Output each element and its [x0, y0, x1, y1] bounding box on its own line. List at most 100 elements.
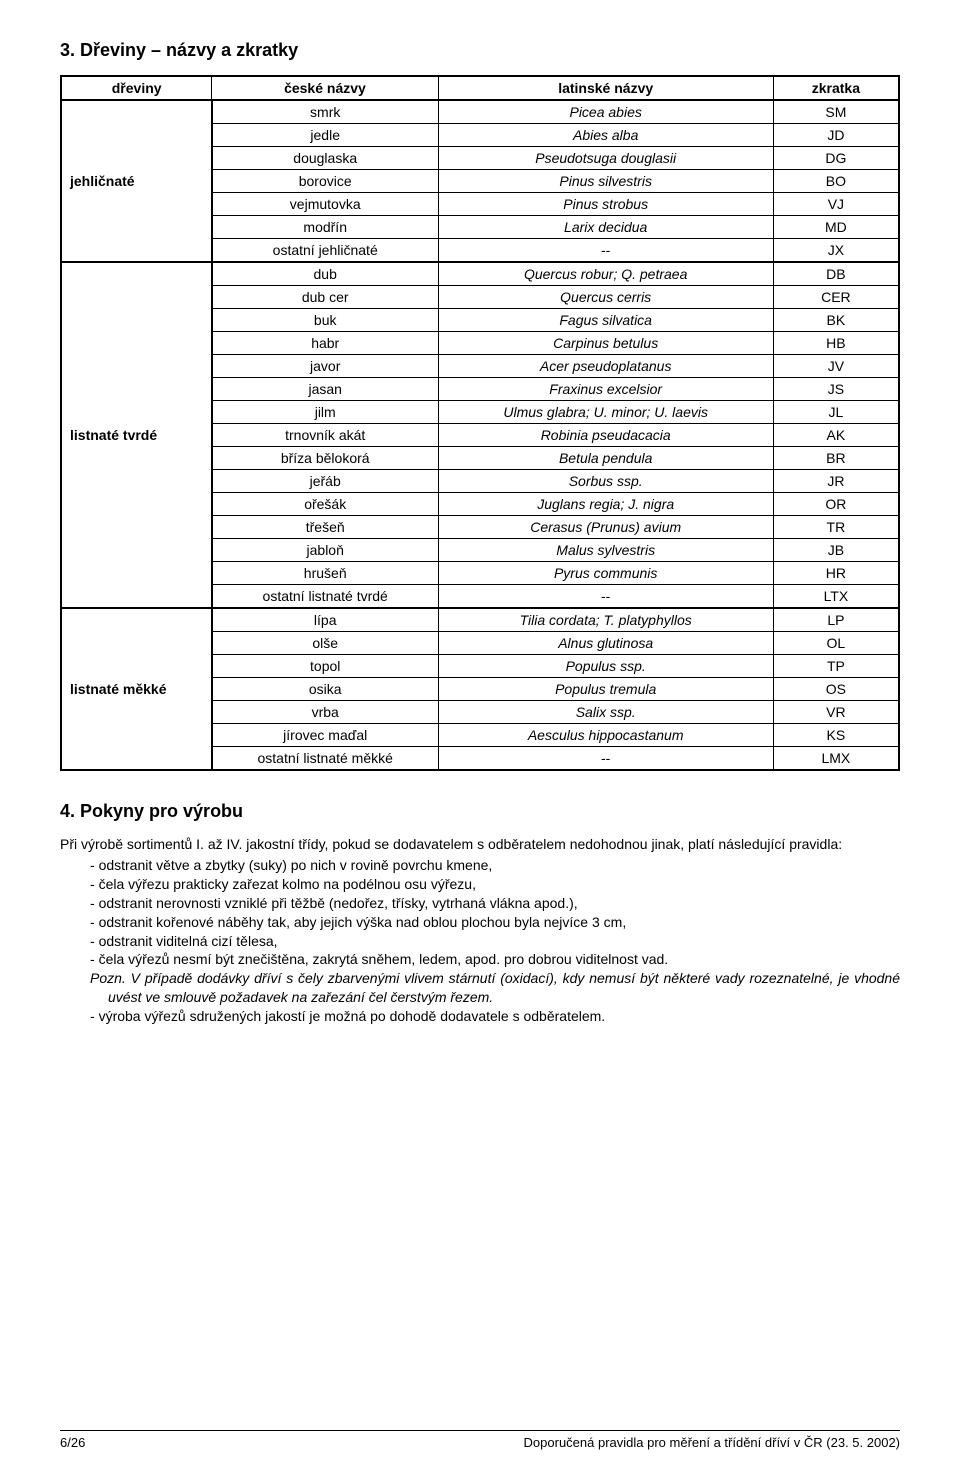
- czech-name-cell: třešeň: [212, 516, 438, 539]
- abbr-cell: OR: [773, 493, 899, 516]
- abbr-cell: DG: [773, 147, 899, 170]
- abbr-cell: JX: [773, 239, 899, 263]
- note-text: V případě dodávky dříví s čely zbarveným…: [108, 970, 900, 1005]
- instruction-item: čela výřezu prakticky zařezat kolmo na p…: [90, 875, 900, 894]
- abbr-cell: DB: [773, 262, 899, 286]
- czech-name-cell: buk: [212, 309, 438, 332]
- czech-name-cell: douglaska: [212, 147, 438, 170]
- abbr-cell: JB: [773, 539, 899, 562]
- group-name-cell: listnaté tvrdé: [61, 262, 212, 608]
- abbr-cell: OS: [773, 678, 899, 701]
- czech-name-cell: trnovník akát: [212, 424, 438, 447]
- czech-name-cell: jasan: [212, 378, 438, 401]
- czech-name-cell: vrba: [212, 701, 438, 724]
- czech-name-cell: jeřáb: [212, 470, 438, 493]
- latin-name-cell: --: [438, 239, 773, 263]
- instruction-item: odstranit kořenové náběhy tak, aby jejic…: [90, 913, 900, 932]
- abbr-cell: BO: [773, 170, 899, 193]
- col-dreviny: dřeviny: [61, 76, 212, 100]
- latin-name-cell: Pinus strobus: [438, 193, 773, 216]
- latin-name-cell: Quercus cerris: [438, 286, 773, 309]
- abbr-cell: OL: [773, 632, 899, 655]
- czech-name-cell: jedle: [212, 124, 438, 147]
- latin-name-cell: --: [438, 585, 773, 609]
- abbr-cell: BK: [773, 309, 899, 332]
- czech-name-cell: ořešák: [212, 493, 438, 516]
- table-row: jehličnatésmrkPicea abiesSM: [61, 100, 899, 124]
- czech-name-cell: bříza bělokorá: [212, 447, 438, 470]
- section4-heading: 4. Pokyny pro výrobu: [60, 801, 900, 822]
- latin-name-cell: Betula pendula: [438, 447, 773, 470]
- abbr-cell: BR: [773, 447, 899, 470]
- latin-name-cell: Fraxinus excelsior: [438, 378, 773, 401]
- abbr-cell: JV: [773, 355, 899, 378]
- latin-name-cell: Alnus glutinosa: [438, 632, 773, 655]
- czech-name-cell: lípa: [212, 608, 438, 632]
- latin-name-cell: Acer pseudoplatanus: [438, 355, 773, 378]
- latin-name-cell: Tilia cordata; T. platyphyllos: [438, 608, 773, 632]
- footer-document-title: Doporučená pravidla pro měření a třídění…: [524, 1435, 900, 1450]
- czech-name-cell: borovice: [212, 170, 438, 193]
- instruction-text: čela výřezů nesmí být znečištěna, zakryt…: [99, 951, 669, 967]
- table-row: listnaté tvrdédubQuercus robur; Q. petra…: [61, 262, 899, 286]
- latin-name-cell: Pyrus communis: [438, 562, 773, 585]
- czech-name-cell: smrk: [212, 100, 438, 124]
- instruction-item: čela výřezů nesmí být znečištěna, zakryt…: [90, 950, 900, 1007]
- col-zkratka: zkratka: [773, 76, 899, 100]
- latin-name-cell: Pseudotsuga douglasii: [438, 147, 773, 170]
- page-footer: 6/26 Doporučená pravidla pro měření a tř…: [60, 1430, 900, 1450]
- latin-name-cell: Aesculus hippocastanum: [438, 724, 773, 747]
- latin-name-cell: Populus ssp.: [438, 655, 773, 678]
- abbr-cell: LP: [773, 608, 899, 632]
- abbr-cell: MD: [773, 216, 899, 239]
- abbr-cell: JS: [773, 378, 899, 401]
- abbr-cell: HB: [773, 332, 899, 355]
- latin-name-cell: Salix ssp.: [438, 701, 773, 724]
- abbr-cell: TR: [773, 516, 899, 539]
- latin-name-cell: Picea abies: [438, 100, 773, 124]
- czech-name-cell: ostatní listnaté tvrdé: [212, 585, 438, 609]
- latin-name-cell: Larix decidua: [438, 216, 773, 239]
- group-body: listnaté tvrdédubQuercus robur; Q. petra…: [61, 262, 899, 608]
- tree-species-table: dřeviny české názvy latinské názvy zkrat…: [60, 75, 900, 771]
- abbr-cell: LTX: [773, 585, 899, 609]
- abbr-cell: HR: [773, 562, 899, 585]
- latin-name-cell: --: [438, 747, 773, 771]
- abbr-cell: TP: [773, 655, 899, 678]
- czech-name-cell: ostatní jehličnaté: [212, 239, 438, 263]
- col-latinske: latinské názvy: [438, 76, 773, 100]
- group-body: jehličnatésmrkPicea abiesSMjedleAbies al…: [61, 100, 899, 262]
- latin-name-cell: Carpinus betulus: [438, 332, 773, 355]
- czech-name-cell: vejmutovka: [212, 193, 438, 216]
- instruction-note: Pozn. V případě dodávky dříví s čely zba…: [108, 969, 900, 1007]
- table-row: listnaté měkkélípaTilia cordata; T. plat…: [61, 608, 899, 632]
- latin-name-cell: Fagus silvatica: [438, 309, 773, 332]
- czech-name-cell: topol: [212, 655, 438, 678]
- czech-name-cell: osika: [212, 678, 438, 701]
- latin-name-cell: Abies alba: [438, 124, 773, 147]
- group-name-cell: listnaté měkké: [61, 608, 212, 770]
- group-body: listnaté měkkélípaTilia cordata; T. plat…: [61, 608, 899, 770]
- group-name-cell: jehličnaté: [61, 100, 212, 262]
- latin-name-cell: Populus tremula: [438, 678, 773, 701]
- instruction-item: odstranit větve a zbytky (suky) po nich …: [90, 856, 900, 875]
- instructions-list: odstranit větve a zbytky (suky) po nich …: [60, 856, 900, 1026]
- abbr-cell: CER: [773, 286, 899, 309]
- abbr-cell: AK: [773, 424, 899, 447]
- section3-heading: 3. Dřeviny – názvy a zkratky: [60, 40, 900, 61]
- abbr-cell: JR: [773, 470, 899, 493]
- abbr-cell: JL: [773, 401, 899, 424]
- footer-divider: [60, 1430, 900, 1431]
- latin-name-cell: Cerasus (Prunus) avium: [438, 516, 773, 539]
- table-header-row: dřeviny české názvy latinské názvy zkrat…: [61, 76, 899, 100]
- czech-name-cell: javor: [212, 355, 438, 378]
- abbr-cell: SM: [773, 100, 899, 124]
- latin-name-cell: Robinia pseudacacia: [438, 424, 773, 447]
- instruction-item: odstranit viditelná cizí tělesa,: [90, 932, 900, 951]
- czech-name-cell: olše: [212, 632, 438, 655]
- czech-name-cell: jilm: [212, 401, 438, 424]
- czech-name-cell: ostatní listnaté měkké: [212, 747, 438, 771]
- abbr-cell: KS: [773, 724, 899, 747]
- abbr-cell: JD: [773, 124, 899, 147]
- czech-name-cell: hrušeň: [212, 562, 438, 585]
